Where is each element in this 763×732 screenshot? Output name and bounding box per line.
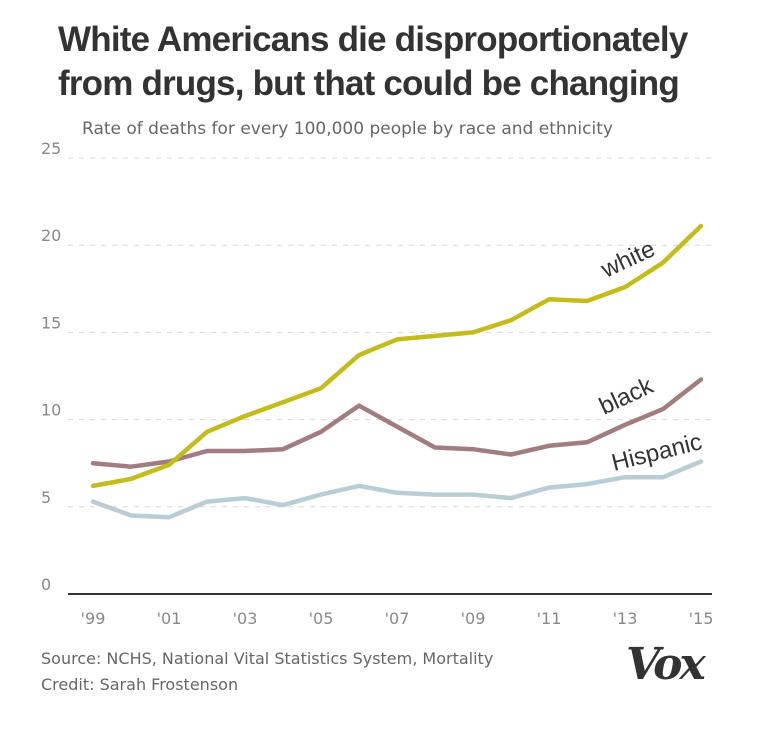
x-axis: '99 '01 '03 '05 '07 '09 '11 '13 '15: [68, 593, 714, 628]
y-tick-label: 10: [41, 401, 61, 420]
footer: Source: NCHS, National Vital Statistics …: [41, 646, 493, 698]
y-tick-label: 5: [41, 488, 51, 507]
x-tick-label: '03: [233, 609, 258, 628]
x-tick-label: '07: [385, 609, 410, 628]
x-tick-label: '15: [689, 609, 714, 628]
series-line-black: [90, 377, 704, 469]
gridlines: 0 5 10 15 20 25: [41, 139, 712, 594]
series-label-hispanic: Hispanic: [609, 428, 705, 476]
x-tick-label: '01: [157, 609, 182, 628]
chart-subtitle: Rate of deaths for every 100,000 people …: [82, 119, 613, 139]
y-tick-label: 25: [41, 139, 61, 158]
x-tick-label: '11: [537, 609, 562, 628]
series-label-white: white: [596, 235, 659, 284]
x-tick-label: '09: [461, 609, 486, 628]
source-note: Source: NCHS, National Vital Statistics …: [41, 649, 494, 668]
y-tick-label: 15: [41, 313, 61, 332]
x-tick-label: '13: [613, 609, 638, 628]
series-line-hispanic: [90, 459, 704, 520]
chart-title: White Americans die disproportionately f…: [58, 20, 688, 103]
series-line-white: [90, 223, 704, 489]
credit-note: Credit: Sarah Frostenson: [41, 675, 239, 694]
x-tick-label: '99: [81, 609, 106, 628]
series-lines: [90, 223, 704, 520]
y-tick-label: 20: [41, 226, 61, 245]
vox-logo: Vox: [626, 639, 706, 690]
y-tick-label: 0: [41, 575, 51, 594]
x-tick-label: '05: [309, 609, 334, 628]
